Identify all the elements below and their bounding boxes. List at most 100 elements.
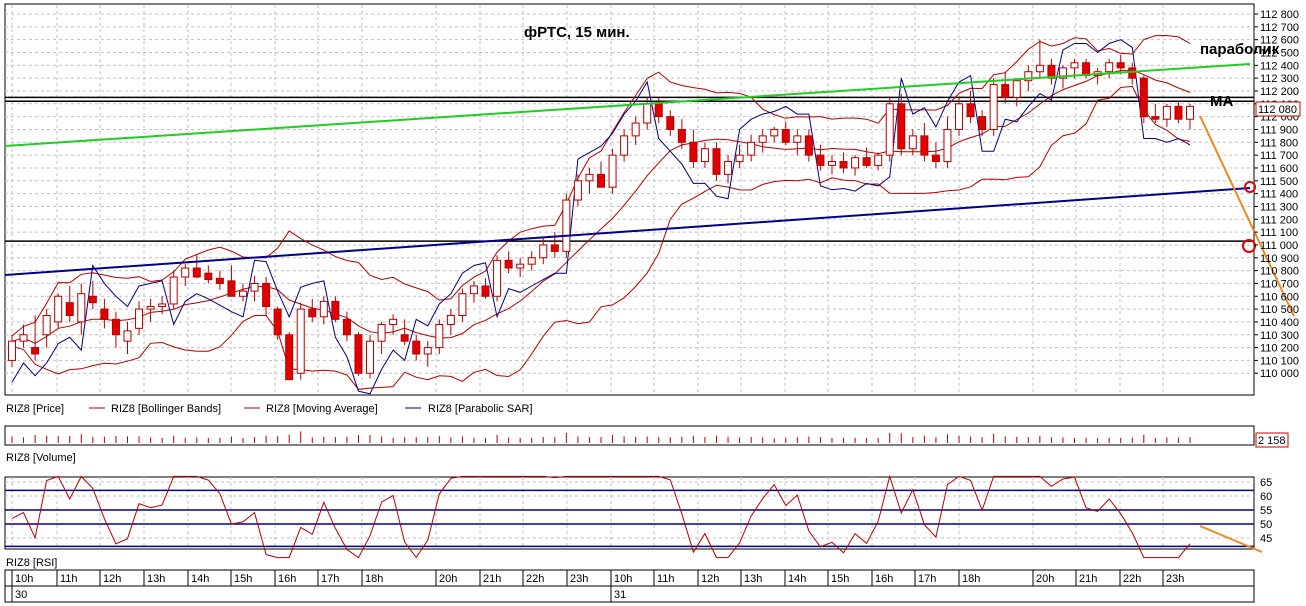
candle-body [77,293,86,323]
candle-body [943,128,952,163]
candle-body [1128,67,1137,79]
date-label: 31 [614,589,626,601]
price-tick-label: 110 800 [1260,266,1299,278]
candle-body [620,135,629,156]
price-tick-label: 111 600 [1260,163,1298,175]
ma-annotation: MA [1210,93,1233,110]
candle-body [527,257,536,265]
rsi-tick-label: 50 [1260,519,1272,531]
candle-body [908,135,917,150]
candle-body [516,263,525,269]
candles [8,39,1194,381]
candle-body [435,323,444,349]
candle-body [920,135,929,156]
legend-bollinger: RIZ8 [Bollinger Bands] [111,403,221,415]
candle-body [608,154,617,188]
last-volume-label: 2 158 [1258,435,1286,447]
candle-body [423,347,432,355]
rsi-tick-label: 45 [1260,533,1272,545]
hour-label: 23h [1166,573,1184,585]
legend-sar: RIZ8 [Parabolic SAR] [428,403,533,415]
candle-body [146,306,155,310]
candle-body [597,173,605,188]
candle-body [1058,67,1067,79]
candle-body [389,318,398,325]
candle-body [204,272,213,281]
candle-body [793,135,802,143]
hour-label: 17h [918,573,936,585]
orange-forecast-line [1199,115,1295,317]
hour-label: 17h [321,573,339,585]
date-label: 30 [15,589,27,601]
price-tick-label: 110 000 [1260,368,1299,380]
candle-body [700,148,709,163]
candle-body [169,276,178,305]
price-tick-label: 112 600 [1260,35,1299,47]
candle-body [654,103,663,118]
candle-body [1151,116,1160,120]
candle-body [331,300,340,320]
price-tick-label: 112 300 [1260,73,1299,85]
hour-label: 15h [234,573,252,585]
candle-body [874,154,883,166]
candle-body [412,340,421,355]
candle-body [897,103,906,150]
candle-body [42,315,51,336]
price-tick-label: 112 400 [1260,60,1299,72]
hour-label: 11h [60,573,78,585]
candle-body [181,267,190,278]
orange-rsi-forecast-line [1199,525,1263,553]
rsi-line [11,474,1191,559]
trend-lines [4,63,1295,553]
last-price-label: 112 080 [1258,104,1297,116]
rsi-tick-label: 60 [1260,491,1272,503]
candle-body [54,295,63,323]
price-tick-label: 111 100 [1260,227,1298,239]
candle-body [677,128,686,143]
candle-body [135,308,144,329]
candle-body [851,157,860,169]
candle-body [1105,62,1114,73]
candle-body [31,347,40,355]
candle-body [19,334,28,342]
rsi-label: RIZ8 [RSI] [6,557,57,569]
hour-label: 18h [962,573,980,585]
hour-label: 23h [570,573,588,585]
candle-body [804,135,813,156]
hour-label: 18h [365,573,383,585]
candle-body [158,303,167,308]
candle-body [735,154,744,163]
candle-body [666,116,675,130]
price-tick-label: 111 500 [1260,176,1298,188]
hour-label: 14h [191,573,209,585]
price-tick-label: 110 500 [1260,304,1299,316]
candle-body [88,295,97,304]
parabolic-sar-line [11,39,1191,395]
candle-body [573,180,582,201]
candle-body [100,308,109,320]
chart-title: фРТС, 15 мин. [524,24,630,41]
volume-label: RIZ8 [Volume] [6,452,76,464]
candle-body [816,154,825,166]
candle-body [758,135,767,143]
price-tick-label: 111 200 [1260,214,1298,226]
candle-body [643,103,652,124]
candle-body [562,199,571,252]
candle-body [285,334,294,381]
candle-body [712,148,721,175]
hour-label: 12h [701,573,719,585]
price-tick-label: 110 200 [1260,343,1299,355]
hour-label: 10h [614,573,632,585]
candle-body [319,300,328,318]
hour-label: 16h [875,573,893,585]
candle-body [400,334,409,342]
candle-body [885,103,894,156]
candle-body [366,340,375,374]
hour-label: 13h [744,573,762,585]
parabolic-annotation: параболик [1200,41,1280,58]
candle-body [111,318,120,336]
candle-body [1139,77,1148,118]
candle-body [377,323,386,342]
